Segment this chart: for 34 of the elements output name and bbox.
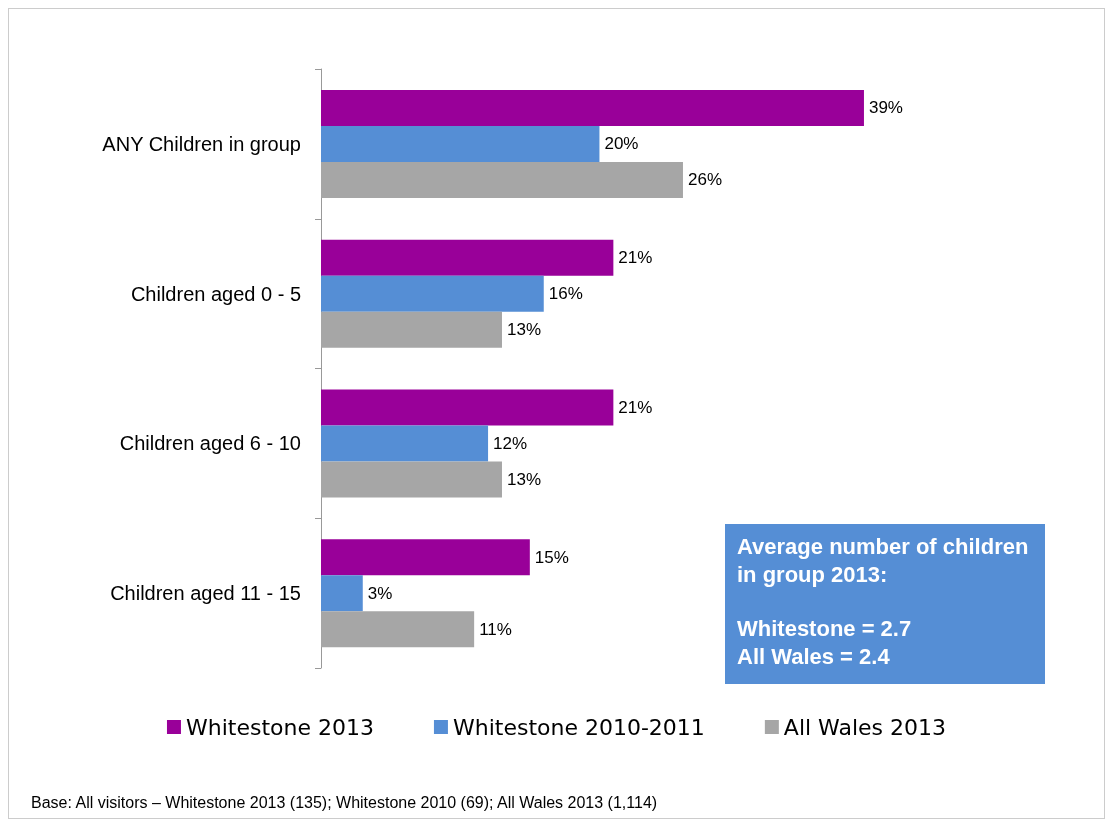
- annotation: Whitestone = 2.7 All Wales = 2.4: [737, 615, 912, 669]
- bar: [321, 539, 530, 576]
- bar: [321, 461, 502, 498]
- data-label: 16%: [548, 284, 583, 304]
- annotation: Average number of children in group 2013:: [737, 533, 1035, 587]
- data-label: 26%: [687, 170, 723, 190]
- legend-label: Whitestone 2013: [185, 714, 374, 740]
- bar: [321, 125, 600, 162]
- y-tick-label: Children aged 0 - 5: [130, 282, 301, 305]
- bar: [321, 275, 544, 312]
- data-label: 13%: [506, 469, 542, 489]
- bar: [321, 611, 475, 648]
- legend-label: Whitestone 2010-2011: [452, 714, 705, 740]
- bar: [321, 89, 864, 126]
- data-label: 12%: [493, 433, 528, 453]
- y-tick-label: Children aged 6 - 10: [119, 432, 301, 455]
- bar: [321, 389, 614, 426]
- y-tick-label: ANY Children in group: [102, 132, 301, 155]
- text: Base: All visitors – Whitestone 2013 (135); Whitestone 2010 (69); All Wales 2013 (1,114): [31, 793, 658, 811]
- bar: [321, 239, 614, 276]
- bar: [321, 311, 502, 348]
- data-label: 15%: [534, 547, 569, 567]
- data-label: 20%: [604, 134, 639, 154]
- bar: [321, 161, 683, 198]
- data-label: 39%: [868, 98, 903, 118]
- data-label: 13%: [506, 320, 542, 340]
- y-tick-label: Children aged 11 - 15: [110, 582, 301, 605]
- legend-label: All Wales 2013: [783, 714, 947, 740]
- data-label: 11%: [479, 619, 512, 639]
- bar: [321, 575, 363, 612]
- data-label: 3%: [367, 583, 393, 603]
- data-label: 21%: [618, 397, 653, 417]
- bar: [321, 425, 489, 462]
- data-label: 21%: [618, 248, 653, 268]
